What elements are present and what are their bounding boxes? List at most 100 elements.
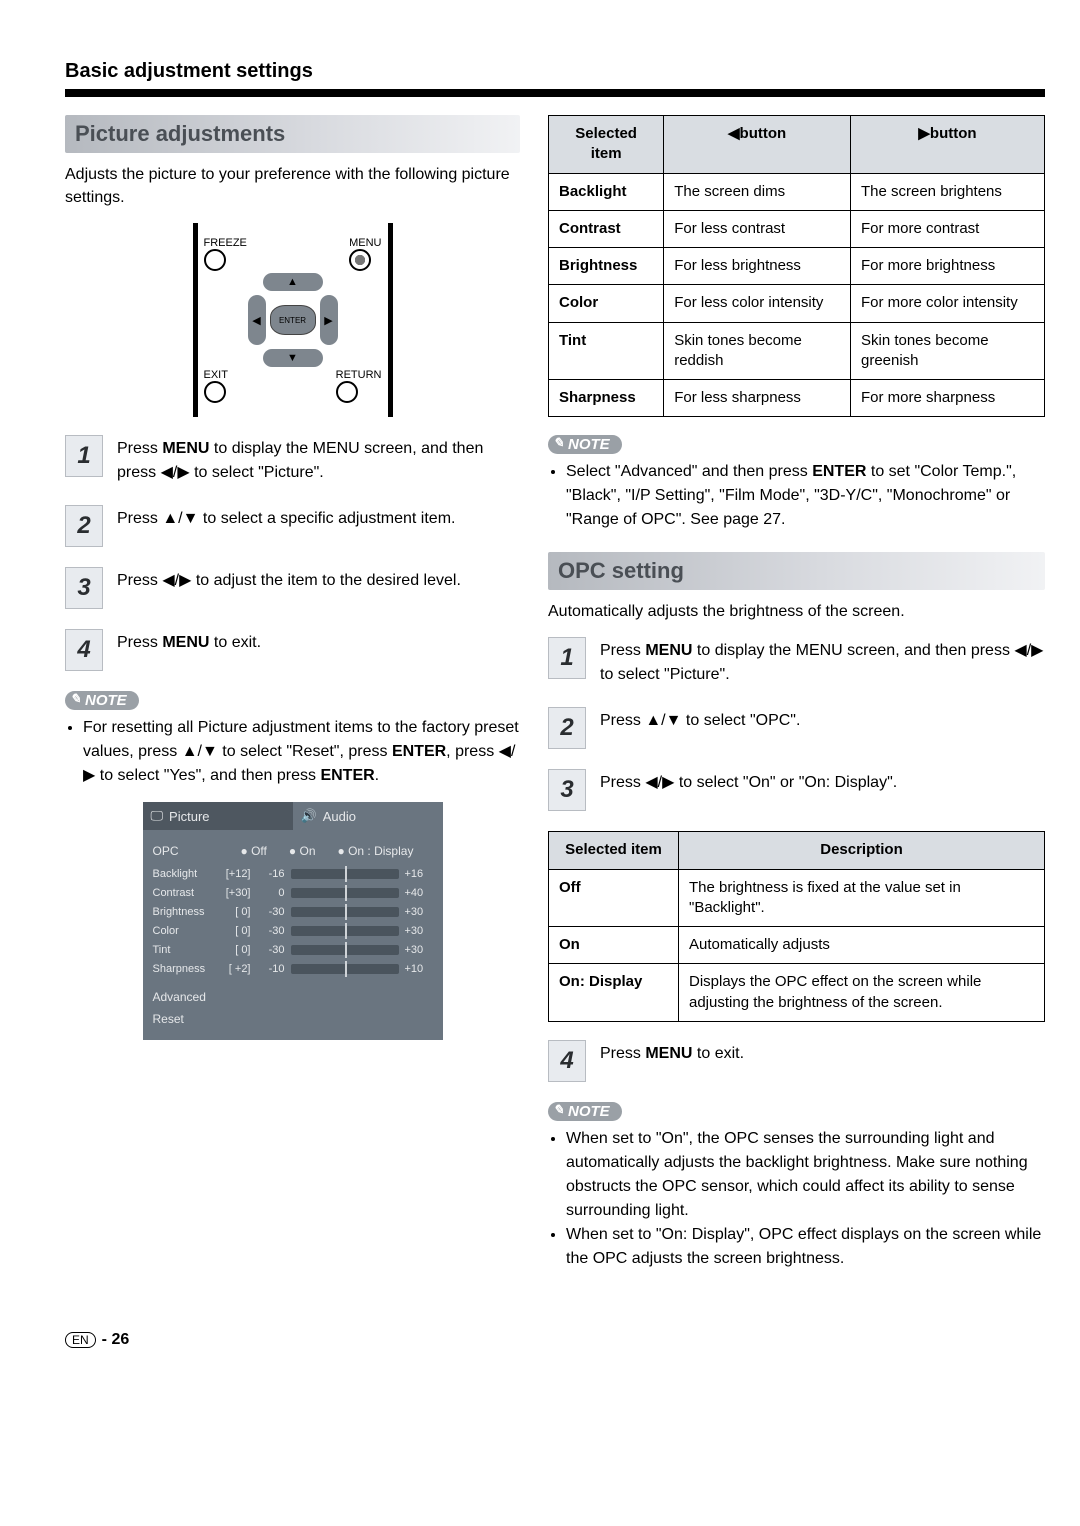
note-badge: NOTE	[548, 1102, 622, 1121]
picture-tab-label: Picture	[169, 809, 209, 824]
return-label: RETURN	[336, 369, 382, 381]
slider-bar	[291, 926, 399, 936]
advanced-item: Advanced	[143, 986, 443, 1008]
reset-note-item: For resetting all Picture adjustment ite…	[83, 716, 520, 788]
step-number: 3	[548, 769, 586, 811]
step-text: Press ▲/▼ to select "OPC".	[600, 707, 800, 733]
slider-row: Color[ 0]-30+30	[153, 925, 433, 937]
slider-label: Brightness	[153, 906, 215, 918]
opc-intro-text: Automatically adjusts the brightness of …	[548, 600, 1045, 623]
step-item: 4 Press MENU to exit.	[65, 629, 520, 671]
step-item: 1Press MENU to display the MENU screen, …	[548, 637, 1045, 687]
freeze-label: FREEZE	[204, 237, 247, 249]
page-title: Basic adjustment settings	[65, 60, 1045, 83]
slider-min: -16	[257, 868, 285, 880]
step-text: Press ◀/▶ to adjust the item to the desi…	[117, 567, 461, 593]
tbl1-h3: ▶button	[850, 116, 1044, 174]
step-item: 2 Press ▲/▼ to select a specific adjustme…	[65, 505, 520, 547]
step-item: 2 Press ▲/▼ to select "OPC".	[548, 707, 1045, 749]
table-row: BacklightThe screen dimsThe screen brigh…	[549, 173, 1045, 210]
table-row: OnAutomatically adjusts	[549, 927, 1045, 964]
note-badge: NOTE	[548, 435, 622, 454]
exit-button-icon	[204, 381, 226, 403]
note-item: When set to "On", the OPC senses the sur…	[566, 1127, 1045, 1223]
step-number: 4	[65, 629, 103, 671]
tbl1-h1: Selected item	[549, 116, 664, 174]
cell-key: On	[549, 927, 679, 964]
slider-max: +16	[405, 868, 433, 880]
slider-label: Tint	[153, 944, 215, 956]
table-row: SharpnessFor less sharpnessFor more shar…	[549, 380, 1045, 417]
cell-key: Color	[549, 285, 664, 322]
opc-opt-display: ● On : Display	[338, 844, 414, 858]
step-number: 2	[548, 707, 586, 749]
slider-bar	[291, 964, 399, 974]
opc-row: OPC ● Off ● On ● On : Display	[153, 844, 433, 858]
cell-key: Backlight	[549, 173, 664, 210]
picture-adjustments-heading: Picture adjustments	[65, 115, 520, 153]
step-number: 1	[548, 637, 586, 679]
audio-tab-label: Audio	[323, 809, 356, 824]
cell-key: Brightness	[549, 248, 664, 285]
page-number: - 26	[102, 1331, 130, 1349]
cell-key: Sharpness	[549, 380, 664, 417]
step-text: Press ◀/▶ to select "On" or "On: Display…	[600, 769, 897, 795]
slider-current: [+30]	[221, 887, 251, 899]
freeze-button-icon	[204, 249, 226, 271]
step-text: Press MENU to exit.	[117, 629, 261, 655]
dpad-left-icon: ◀	[248, 295, 266, 345]
step-number: 2	[65, 505, 103, 547]
table-row: OffThe brightness is fixed at the value …	[549, 869, 1045, 927]
lang-badge: EN	[65, 1332, 96, 1348]
dpad-right-icon: ▶	[320, 295, 338, 345]
table-row: BrightnessFor less brightnessFor more br…	[549, 248, 1045, 285]
adjustment-table: Selected item ◀button ▶button BacklightT…	[548, 115, 1045, 417]
slider-current: [ 0]	[221, 906, 251, 918]
slider-row: Brightness [ 0] -30 +30	[153, 906, 433, 918]
cell-key: Contrast	[549, 210, 664, 247]
cell: For less contrast	[664, 210, 851, 247]
step-text: Press MENU to display the MENU screen, a…	[117, 435, 520, 485]
title-rule	[65, 89, 1045, 97]
enter-button-icon: ENTER	[270, 305, 316, 335]
opc-setting-heading: OPC setting	[548, 552, 1045, 590]
cell: The screen dims	[664, 173, 851, 210]
slider-min: -30	[257, 906, 285, 918]
slider-max: +30	[405, 906, 433, 918]
slider-row: Contrast[+30]0+40	[153, 887, 433, 899]
slider-row: Backlight[+12]-16+16	[153, 868, 433, 880]
slider-label: Sharpness	[153, 963, 215, 975]
picture-tab-icon: 🖵	[151, 808, 164, 824]
page-footer: EN - 26	[65, 1331, 1045, 1349]
opc-notes: When set to "On", the OPC senses the sur…	[566, 1127, 1045, 1271]
two-column-layout: Picture adjustments Adjusts the picture …	[65, 115, 1045, 1271]
cell-key: On: Display	[549, 964, 679, 1022]
remote-diagram: FREEZE MENU ▲ ◀ ENTER ▶ ▼ EXIT	[193, 223, 393, 417]
cell: Displays the OPC effect on the screen wh…	[679, 964, 1045, 1022]
step-number: 1	[65, 435, 103, 477]
cell: For more brightness	[850, 248, 1044, 285]
cell: The brightness is fixed at the value set…	[679, 869, 1045, 927]
slider-label: Backlight	[153, 868, 215, 880]
slider-row: Tint[ 0]-30+30	[153, 944, 433, 956]
step-item: 3Press ◀/▶ to adjust the item to the des…	[65, 567, 520, 609]
opc-label: OPC	[153, 844, 219, 858]
slider-label: Color	[153, 925, 215, 937]
cell: For less sharpness	[664, 380, 851, 417]
cell: For more contrast	[850, 210, 1044, 247]
reset-item: Reset	[143, 1008, 443, 1030]
note-item: When set to "On: Display", OPC effect di…	[566, 1223, 1045, 1271]
intro-text: Adjusts the picture to your preference w…	[65, 163, 520, 209]
opc-steps-list: 1Press MENU to display the MENU screen, …	[548, 637, 1045, 811]
cell: Skin tones become reddish	[664, 322, 851, 380]
sliders-list: Backlight[+12]-16+16Contrast[+30]0+40Bri…	[153, 868, 433, 975]
dpad-up-icon: ▲	[263, 273, 323, 291]
step-text: Press ▲/▼ to select a specific adjustmen…	[117, 505, 455, 531]
left-column: Picture adjustments Adjusts the picture …	[65, 115, 520, 1271]
table-row: On: DisplayDisplays the OPC effect on th…	[549, 964, 1045, 1022]
exit-label: EXIT	[204, 369, 228, 381]
cell-key: Tint	[549, 322, 664, 380]
slider-max: +40	[405, 887, 433, 899]
slider-max: +30	[405, 944, 433, 956]
slider-max: +30	[405, 925, 433, 937]
